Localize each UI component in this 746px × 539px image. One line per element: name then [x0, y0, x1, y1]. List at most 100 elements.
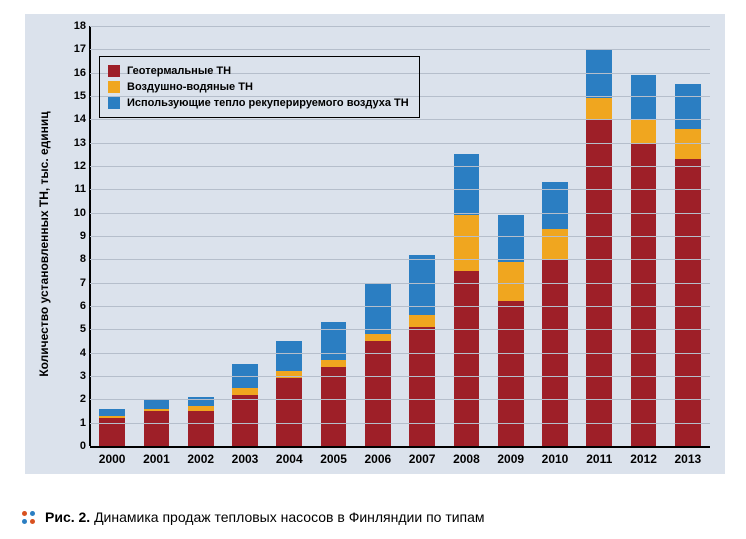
- bar-segment: [99, 416, 125, 418]
- caption-body: Динамика продаж тепловых насосов в Финля…: [94, 509, 484, 525]
- bar-segment: [631, 143, 657, 446]
- bar-segment: [144, 409, 170, 411]
- y-tick-label: 3: [66, 370, 86, 382]
- y-axis-label: Количество установленных ТН, тыс. единиц: [37, 111, 51, 376]
- bar-segment: [498, 301, 524, 446]
- x-tick-label: 2007: [409, 452, 436, 466]
- bar-segment: [188, 406, 214, 411]
- y-tick-label: 17: [66, 43, 86, 55]
- gridline: [90, 143, 710, 144]
- x-tick-label: 2010: [542, 452, 569, 466]
- x-tick-label: 2000: [99, 452, 126, 466]
- gridline: [90, 376, 710, 377]
- bar-segment: [144, 399, 170, 408]
- x-tick-label: 2011: [586, 452, 612, 466]
- bar-segment: [454, 215, 480, 271]
- x-tick-label: 2004: [276, 452, 303, 466]
- gridline: [90, 119, 710, 120]
- y-tick-label: 1: [66, 417, 86, 429]
- legend-swatch: [108, 65, 120, 77]
- gridline: [90, 26, 710, 27]
- x-tick-label: 2005: [320, 452, 347, 466]
- gridline: [90, 166, 710, 167]
- gridline: [90, 283, 710, 284]
- gridline: [90, 353, 710, 354]
- bar-segment: [276, 378, 302, 446]
- bar-segment: [586, 49, 612, 98]
- x-tick-label: 2009: [497, 452, 524, 466]
- x-tick-label: 2013: [674, 452, 701, 466]
- y-tick-label: 18: [66, 20, 86, 32]
- gridline: [90, 329, 710, 330]
- y-tick-label: 5: [66, 323, 86, 335]
- legend-swatch: [108, 81, 120, 93]
- bar-segment: [586, 98, 612, 119]
- bar-segment: [232, 388, 258, 395]
- caption-text: Рис. 2. Динамика продаж тепловых насосов…: [45, 509, 485, 525]
- caption-dots-icon: [22, 511, 35, 524]
- caption-bar: Рис. 2. Динамика продаж тепловых насосов…: [0, 495, 746, 539]
- gridline: [90, 399, 710, 400]
- caption-label: Рис. 2.: [45, 509, 90, 525]
- y-tick-label: 0: [66, 440, 86, 452]
- bar-segment: [631, 75, 657, 119]
- bar-segment: [365, 341, 391, 446]
- dot-icon: [30, 519, 35, 524]
- dot-icon: [22, 519, 27, 524]
- y-tick-label: 8: [66, 253, 86, 265]
- legend-label: Использующие тепло рекуперируемого возду…: [127, 95, 409, 111]
- bar-segment: [675, 84, 701, 128]
- legend-item: Воздушно-водяные ТН: [108, 79, 409, 95]
- y-tick-label: 14: [66, 113, 86, 125]
- y-tick-label: 7: [66, 277, 86, 289]
- bar-segment: [321, 322, 347, 359]
- legend-swatch: [108, 97, 120, 109]
- x-axis: [90, 446, 710, 448]
- bar-segment: [454, 154, 480, 215]
- bar-segment: [276, 371, 302, 378]
- y-tick-label: 10: [66, 207, 86, 219]
- bar-segment: [232, 395, 258, 446]
- bar-segment: [365, 334, 391, 341]
- y-tick-label: 9: [66, 230, 86, 242]
- gridline: [90, 259, 710, 260]
- legend-label: Воздушно-водяные ТН: [127, 79, 253, 95]
- bar-segment: [498, 215, 524, 262]
- bar-segment: [409, 315, 435, 327]
- bar-segment: [498, 262, 524, 302]
- x-tick-label: 2006: [364, 452, 391, 466]
- y-tick-label: 15: [66, 90, 86, 102]
- dot-icon: [30, 511, 35, 516]
- x-tick-label: 2012: [630, 452, 657, 466]
- legend-item: Использующие тепло рекуперируемого возду…: [108, 95, 409, 111]
- bar-segment: [99, 409, 125, 416]
- x-tick-label: 2001: [143, 452, 170, 466]
- bar-segment: [409, 327, 435, 446]
- x-tick-label: 2008: [453, 452, 480, 466]
- y-tick-label: 6: [66, 300, 86, 312]
- legend-label: Геотермальные ТН: [127, 63, 231, 79]
- gridline: [90, 423, 710, 424]
- y-tick-label: 2: [66, 393, 86, 405]
- legend: Геотермальные ТНВоздушно-водяные ТНИспол…: [99, 56, 420, 118]
- x-tick-label: 2002: [187, 452, 214, 466]
- gridline: [90, 213, 710, 214]
- bar-segment: [144, 411, 170, 446]
- bar-segment: [454, 271, 480, 446]
- y-tick-label: 12: [66, 160, 86, 172]
- gridline: [90, 236, 710, 237]
- y-tick-label: 11: [66, 183, 86, 195]
- bar-segment: [276, 341, 302, 371]
- bar-segment: [321, 360, 347, 367]
- bar-segment: [631, 119, 657, 142]
- gridline: [90, 189, 710, 190]
- gridline: [90, 306, 710, 307]
- bar-segment: [675, 129, 701, 159]
- y-tick-label: 4: [66, 347, 86, 359]
- bar-segment: [365, 283, 391, 334]
- bar-segment: [188, 411, 214, 446]
- chart-panel: Количество установленных ТН, тыс. единиц…: [25, 14, 725, 474]
- bar-segment: [542, 229, 568, 259]
- dot-icon: [22, 511, 27, 516]
- y-tick-label: 16: [66, 67, 86, 79]
